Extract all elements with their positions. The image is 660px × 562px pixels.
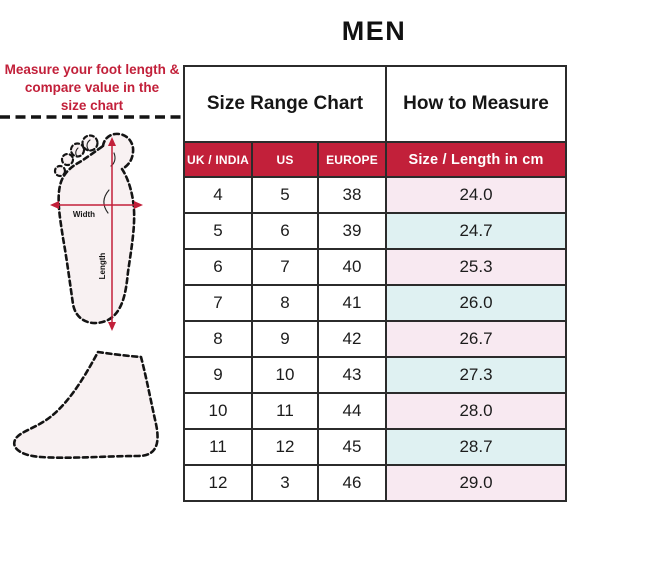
instruction-line: Measure your foot length & [4,62,180,77]
size-cell-cm: 26.0 [385,284,568,322]
column-header-size-length: Size / Length in cm [385,141,568,178]
size-cell-eu: 42 [316,320,388,358]
size-cell-eu: 43 [316,356,388,394]
width-label: Width [73,210,95,219]
size-cell-cm: 29.0 [385,464,568,502]
size-cell-us: 5 [251,176,319,214]
column-header-europe: EUROPE [316,141,388,178]
size-cell-eu: 40 [316,248,388,286]
toe-icon [60,152,75,167]
size-cell-us: 10 [251,356,319,394]
size-cell-us: 11 [251,392,319,430]
column-header-uk-india: UK / INDIA [183,141,253,178]
size-cell-uk: 4 [183,176,253,214]
footprint-outline [57,132,136,325]
size-cell-eu: 46 [316,464,388,502]
toe-icon [53,164,67,178]
section-header-row: Size Range Chart How to Measure [182,65,568,143]
size-cell-uk: 9 [183,356,253,394]
table-row: 12 3 46 29.0 [183,464,568,502]
size-cell-cm: 28.0 [385,392,568,430]
length-arrow [108,137,116,331]
measure-instruction: Measure your foot length & compare value… [2,61,182,114]
width-arrow [50,201,143,209]
size-cell-us: 12 [251,428,319,466]
size-cell-eu: 44 [316,392,388,430]
length-label: Length [98,253,107,280]
size-cell-eu: 45 [316,428,388,466]
size-cell-cm: 24.7 [385,212,568,250]
size-cell-uk: 11 [183,428,253,466]
page-title: MEN [341,16,407,46]
size-cell-eu: 41 [316,284,388,322]
table-row: 11 12 45 28.7 [183,428,568,466]
table-row: 10 11 44 28.0 [183,392,568,430]
size-cell-cm: 26.7 [385,320,568,358]
size-cell-uk: 10 [183,392,253,430]
size-chart-table: Size Range Chart How to Measure UK / IND… [182,65,568,502]
instruction-line: size chart [60,97,124,113]
table-row: 6 7 40 25.3 [183,248,568,286]
size-cell-eu: 38 [316,176,388,214]
table-row: 4 5 38 24.0 [183,176,568,214]
size-cell-eu: 39 [316,212,388,250]
instruction-line: compare value in the [24,79,160,95]
size-cell-uk: 7 [183,284,253,322]
dashed-separator-line [0,115,184,119]
size-cell-cm: 27.3 [385,356,568,394]
size-cell-cm: 24.0 [385,176,568,214]
size-range-chart-header: Size Range Chart [182,65,388,143]
sole-crease [103,189,110,214]
size-cell-uk: 5 [183,212,253,250]
table-row: 9 10 43 27.3 [183,356,568,394]
size-cell-us: 8 [251,284,319,322]
foot-side-outline [12,350,159,459]
size-cell-us: 7 [251,248,319,286]
column-header-us: US [251,141,319,178]
size-cell-uk: 8 [183,320,253,358]
foot-side-diagram [12,350,159,459]
size-cell-cm: 25.3 [385,248,568,286]
size-cell-us: 9 [251,320,319,358]
footprint-diagram: Width Length [50,132,143,331]
toe-crease [86,139,91,152]
size-cell-uk: 6 [183,248,253,286]
table-row: 8 9 42 26.7 [183,320,568,358]
toe-icon [69,142,86,158]
size-cell-us: 6 [251,212,319,250]
size-cell-uk: 12 [183,464,253,502]
column-header-row: UK / INDIA US EUROPE Size / Length in cm [183,141,568,178]
table-row: 7 8 41 26.0 [183,284,568,322]
toe-crease [75,147,79,158]
size-cell-us: 3 [251,464,319,502]
how-to-measure-header: How to Measure [385,65,568,143]
size-cell-cm: 28.7 [385,428,568,466]
table-row: 5 6 39 24.7 [183,212,568,250]
